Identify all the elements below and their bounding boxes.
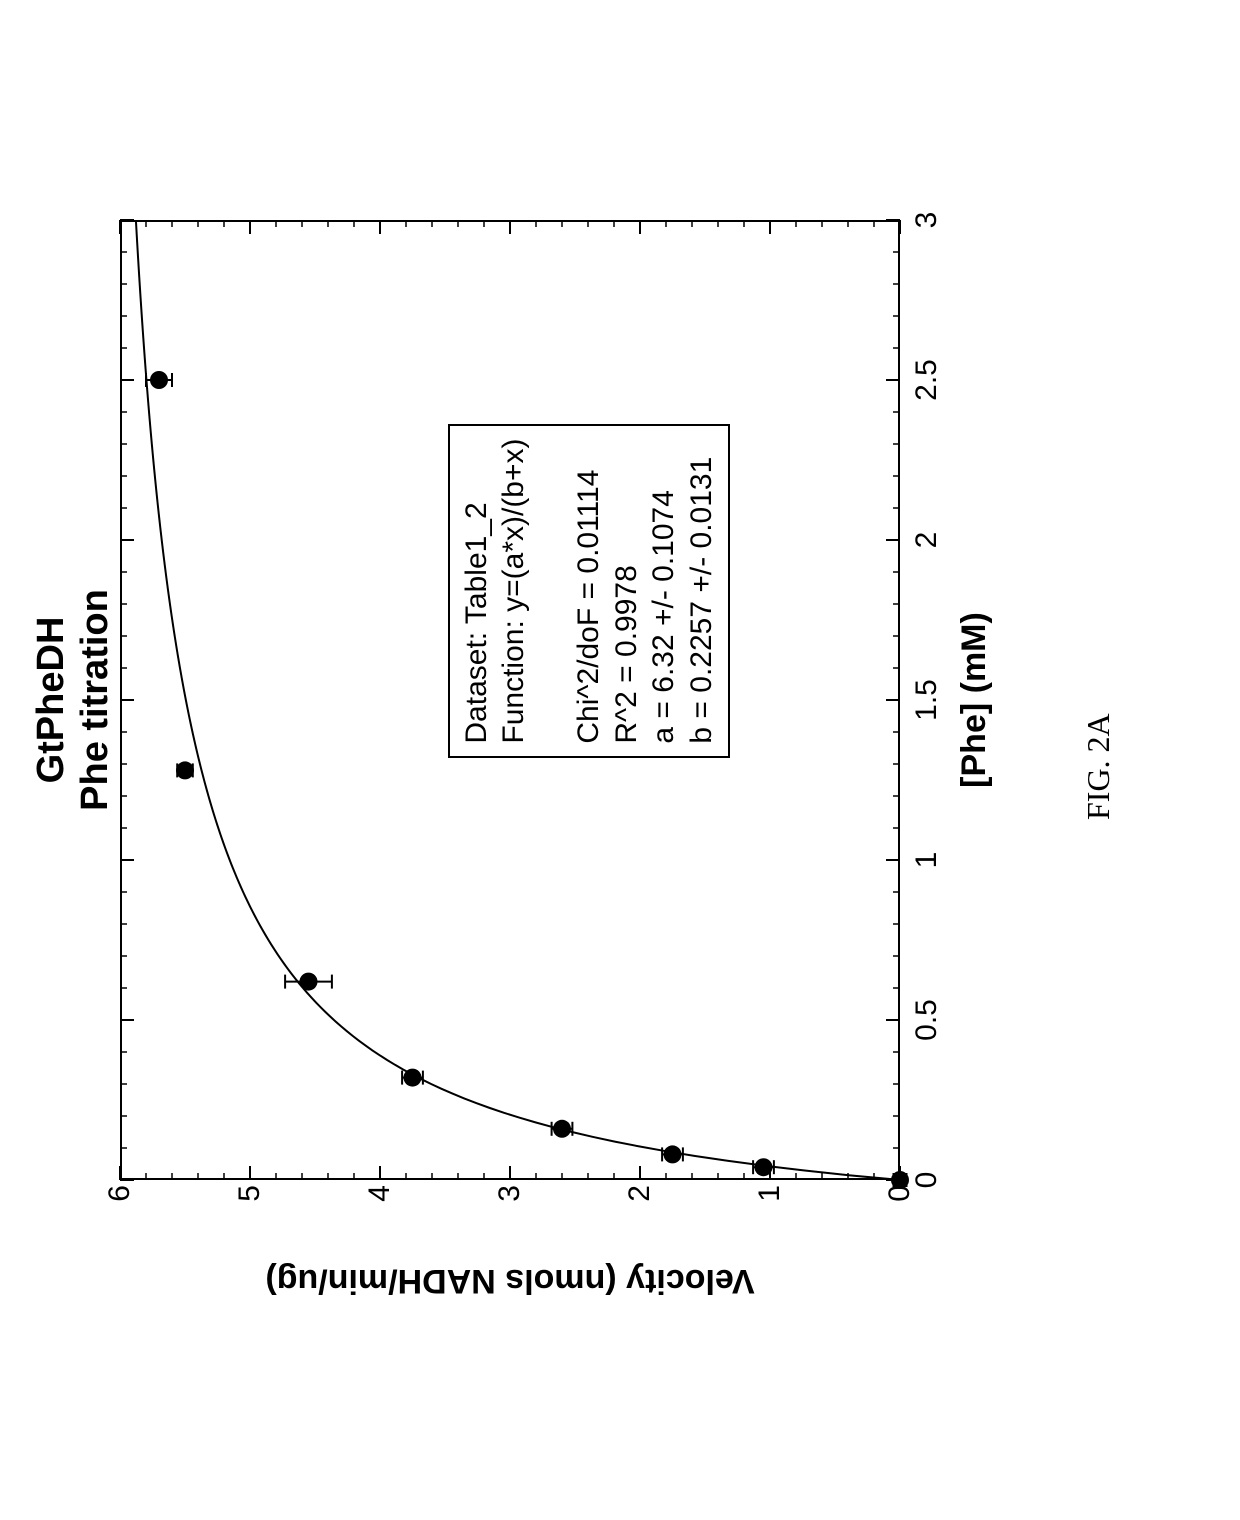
y-tick-label: 4 xyxy=(363,1185,397,1225)
data-point xyxy=(404,1069,422,1087)
y-tick-label: 5 xyxy=(233,1185,267,1225)
stats-line: Chi^2/doF = 0.01114 xyxy=(570,438,608,743)
stats-line: a = 6.32 +/- 0.1074 xyxy=(645,438,683,743)
y-tick-label: 1 xyxy=(753,1185,787,1225)
stats-line: Function: y=(a*x)/(b+x) xyxy=(495,438,533,743)
data-point xyxy=(300,973,318,991)
x-tick-label: 3 xyxy=(910,212,944,229)
y-tick-label: 2 xyxy=(623,1185,657,1225)
y-axis-label: Velocity (nmols NADH/min/ug) xyxy=(120,1261,900,1300)
stats-line xyxy=(533,438,571,743)
x-tick-label: 2 xyxy=(910,532,944,549)
stats-line: b = 0.2257 +/- 0.0131 xyxy=(683,438,721,743)
x-axis-label: [Phe] (mM) xyxy=(955,220,994,1180)
y-tick-label: 3 xyxy=(493,1185,527,1225)
x-tick-label: 1.5 xyxy=(910,679,944,721)
data-point xyxy=(664,1145,682,1163)
x-tick-label: 2.5 xyxy=(910,359,944,401)
data-point xyxy=(176,761,194,779)
data-point xyxy=(150,371,168,389)
y-tick-label: 0 xyxy=(883,1185,917,1225)
x-tick-label: 1 xyxy=(910,852,944,869)
figure-caption: FIG. 2A xyxy=(1080,713,1117,820)
fit-stats-box: Dataset: Table1_2Function: y=(a*x)/(b+x)… xyxy=(448,424,731,757)
stats-line: Dataset: Table1_2 xyxy=(458,438,496,743)
stats-line: R^2 = 0.9978 xyxy=(608,438,646,743)
x-tick-label: 0.5 xyxy=(910,999,944,1041)
rotated-figure-container: FIG. 2A GtPheDH Phe titration [Phe] (mM)… xyxy=(0,140,1240,1380)
chart-area: GtPheDH Phe titration [Phe] (mM) Velocit… xyxy=(0,140,1050,1380)
y-tick-label: 6 xyxy=(103,1185,137,1225)
data-point xyxy=(553,1120,571,1138)
data-point xyxy=(755,1158,773,1176)
